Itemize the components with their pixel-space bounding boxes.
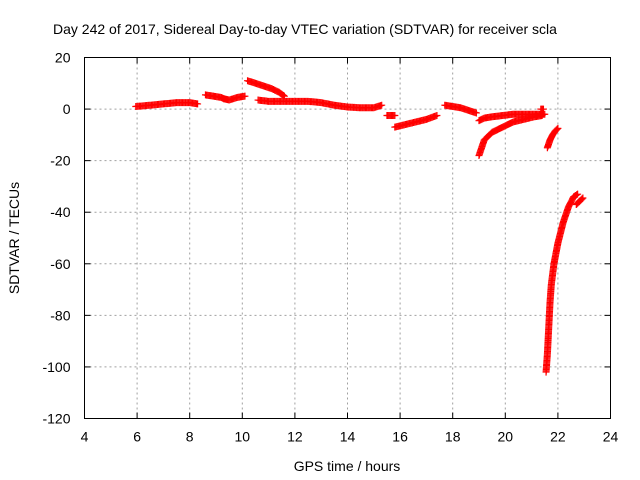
chart-title: Day 242 of 2017, Sidereal Day-to-day VTE… <box>53 21 557 37</box>
y-tick-label: -100 <box>42 359 70 375</box>
x-tick-label: 10 <box>235 429 251 445</box>
series-seg3 <box>220 92 249 104</box>
data-point <box>378 101 386 109</box>
y-tick-label: 0 <box>63 101 71 117</box>
x-tick-label: 8 <box>186 429 194 445</box>
data-point <box>241 92 249 100</box>
x-tick-label: 4 <box>81 429 89 445</box>
series-seg10 <box>475 112 546 159</box>
series-seg5 <box>254 96 386 112</box>
y-axis-label: SDTVAR / TECUs <box>6 182 22 294</box>
plot-frame <box>84 57 611 419</box>
x-tick-labels: 4 6 8 10 12 14 16 18 20 22 24 <box>81 429 619 445</box>
series-seg8 <box>441 101 480 117</box>
series-seg13 <box>542 190 582 376</box>
y-tick-label: 20 <box>55 50 71 66</box>
y-tick-label: -20 <box>50 153 70 169</box>
x-tick-label: 24 <box>603 429 619 445</box>
y-tick-label: -40 <box>50 204 70 220</box>
data-point <box>472 109 480 117</box>
series-seg14 <box>572 194 587 208</box>
x-axis-label: GPS time / hours <box>294 458 401 474</box>
x-tick-label: 14 <box>340 429 356 445</box>
x-tick-label: 6 <box>133 429 141 445</box>
data-point <box>573 191 581 199</box>
series-seg4 <box>244 77 288 100</box>
data-point <box>579 194 587 202</box>
x-tick-label: 22 <box>550 429 566 445</box>
data-point <box>578 195 586 203</box>
x-tick-label: 20 <box>498 429 514 445</box>
x-tick-label: 16 <box>392 429 408 445</box>
series-seg12 <box>543 124 562 152</box>
y-tick-label: -120 <box>42 411 70 427</box>
data-point <box>574 190 582 198</box>
data-point <box>433 112 441 120</box>
data-point <box>539 105 547 113</box>
data-point <box>553 125 561 133</box>
series-seg11 <box>537 105 547 113</box>
data-point <box>554 124 562 132</box>
data-points <box>132 77 587 376</box>
series-seg6 <box>383 112 399 120</box>
y-tick-labels: -120 -100 -80 -60 -40 -20 0 20 <box>42 50 70 427</box>
y-tick-label: -80 <box>50 307 70 323</box>
series-seg1 <box>132 99 202 110</box>
data-point <box>194 100 202 108</box>
x-tick-label: 12 <box>287 429 303 445</box>
y-tick-label: -60 <box>50 256 70 272</box>
data-point <box>538 112 546 120</box>
series-seg7 <box>391 112 441 131</box>
data-point <box>391 112 399 120</box>
x-tick-label: 18 <box>445 429 461 445</box>
